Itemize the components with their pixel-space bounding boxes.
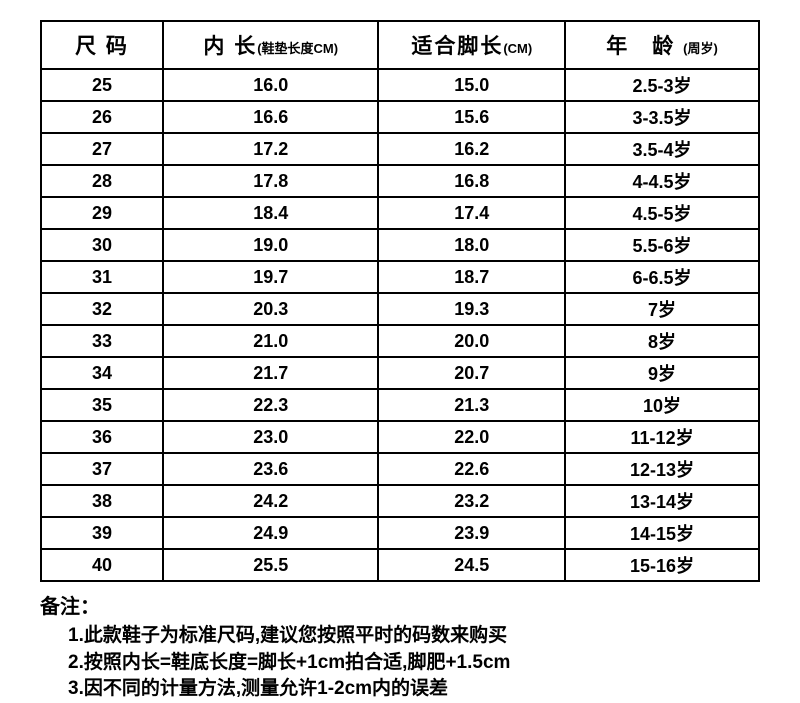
notes-section: 备注： 1.此款鞋子为标准尺码,建议您按照平时的码数来购买2.按照内长=鞋底长度… (40, 590, 760, 703)
cell-foot: 18.7 (378, 261, 565, 293)
cell-size: 37 (41, 453, 163, 485)
cell-inner: 23.6 (163, 453, 378, 485)
cell-inner: 21.7 (163, 357, 378, 389)
cell-foot: 23.2 (378, 485, 565, 517)
cell-inner: 16.6 (163, 101, 378, 133)
table-row: 4025.524.515-16岁 (41, 549, 759, 581)
cell-age: 3.5-4岁 (565, 133, 759, 165)
notes-title: 备注： (40, 590, 760, 619)
cell-age: 12-13岁 (565, 453, 759, 485)
cell-age: 11-12岁 (565, 421, 759, 453)
table-row: 2918.417.44.5-5岁 (41, 197, 759, 229)
cell-age: 13-14岁 (565, 485, 759, 517)
cell-age: 3-3.5岁 (565, 101, 759, 133)
table-row: 2717.216.23.5-4岁 (41, 133, 759, 165)
cell-inner: 17.2 (163, 133, 378, 165)
cell-size: 32 (41, 293, 163, 325)
cell-inner: 19.7 (163, 261, 378, 293)
cell-size: 33 (41, 325, 163, 357)
table-row: 3924.923.914-15岁 (41, 517, 759, 549)
table-row: 3824.223.213-14岁 (41, 485, 759, 517)
table-row: 3019.018.05.5-6岁 (41, 229, 759, 261)
cell-foot: 23.9 (378, 517, 565, 549)
cell-age: 14-15岁 (565, 517, 759, 549)
cell-foot: 20.0 (378, 325, 565, 357)
cell-foot: 21.3 (378, 389, 565, 421)
cell-age: 2.5-3岁 (565, 69, 759, 101)
size-chart-table: 尺 码 内 长(鞋垫长度CM) 适合脚长(CM) 年 龄 (周岁) 2516.0… (40, 20, 760, 582)
note-item: 3.因不同的计量方法,测量允许1-2cm内的误差 (68, 676, 760, 703)
cell-size: 27 (41, 133, 163, 165)
table-header-row: 尺 码 内 长(鞋垫长度CM) 适合脚长(CM) 年 龄 (周岁) (41, 21, 759, 69)
cell-size: 25 (41, 69, 163, 101)
note-item: 1.此款鞋子为标准尺码,建议您按照平时的码数来购买 (68, 623, 760, 650)
table-row: 2516.015.02.5-3岁 (41, 69, 759, 101)
cell-foot: 20.7 (378, 357, 565, 389)
cell-inner: 18.4 (163, 197, 378, 229)
cell-size: 38 (41, 485, 163, 517)
header-size: 尺 码 (41, 21, 163, 69)
table-row: 2817.816.84-4.5岁 (41, 165, 759, 197)
cell-foot: 16.8 (378, 165, 565, 197)
header-age: 年 龄 (周岁) (565, 21, 759, 69)
cell-inner: 16.0 (163, 69, 378, 101)
cell-size: 40 (41, 549, 163, 581)
header-foot: 适合脚长(CM) (378, 21, 565, 69)
cell-size: 34 (41, 357, 163, 389)
cell-foot: 22.0 (378, 421, 565, 453)
table-row: 3119.718.76-6.5岁 (41, 261, 759, 293)
table-row: 3321.020.08岁 (41, 325, 759, 357)
header-inner: 内 长(鞋垫长度CM) (163, 21, 378, 69)
cell-size: 29 (41, 197, 163, 229)
cell-age: 9岁 (565, 357, 759, 389)
note-item: 2.按照内长=鞋底长度=脚长+1cm拍合适,脚肥+1.5cm (68, 650, 760, 677)
cell-size: 35 (41, 389, 163, 421)
cell-inner: 24.9 (163, 517, 378, 549)
cell-inner: 19.0 (163, 229, 378, 261)
cell-size: 26 (41, 101, 163, 133)
notes-list: 1.此款鞋子为标准尺码,建议您按照平时的码数来购买2.按照内长=鞋底长度=脚长+… (68, 623, 760, 703)
cell-inner: 17.8 (163, 165, 378, 197)
cell-inner: 20.3 (163, 293, 378, 325)
table-row: 3723.622.612-13岁 (41, 453, 759, 485)
cell-inner: 25.5 (163, 549, 378, 581)
cell-foot: 15.6 (378, 101, 565, 133)
table-row: 3522.321.310岁 (41, 389, 759, 421)
cell-foot: 16.2 (378, 133, 565, 165)
cell-age: 6-6.5岁 (565, 261, 759, 293)
cell-foot: 24.5 (378, 549, 565, 581)
cell-age: 10岁 (565, 389, 759, 421)
cell-inner: 22.3 (163, 389, 378, 421)
cell-foot: 22.6 (378, 453, 565, 485)
table-row: 2616.615.63-3.5岁 (41, 101, 759, 133)
cell-age: 4.5-5岁 (565, 197, 759, 229)
cell-size: 36 (41, 421, 163, 453)
cell-inner: 23.0 (163, 421, 378, 453)
cell-size: 28 (41, 165, 163, 197)
table-row: 3623.022.011-12岁 (41, 421, 759, 453)
table-row: 3220.319.37岁 (41, 293, 759, 325)
cell-age: 15-16岁 (565, 549, 759, 581)
cell-size: 30 (41, 229, 163, 261)
cell-inner: 21.0 (163, 325, 378, 357)
table-row: 3421.720.79岁 (41, 357, 759, 389)
cell-age: 4-4.5岁 (565, 165, 759, 197)
cell-foot: 18.0 (378, 229, 565, 261)
cell-foot: 17.4 (378, 197, 565, 229)
cell-foot: 19.3 (378, 293, 565, 325)
cell-age: 7岁 (565, 293, 759, 325)
cell-age: 5.5-6岁 (565, 229, 759, 261)
cell-foot: 15.0 (378, 69, 565, 101)
cell-age: 8岁 (565, 325, 759, 357)
cell-size: 31 (41, 261, 163, 293)
cell-size: 39 (41, 517, 163, 549)
cell-inner: 24.2 (163, 485, 378, 517)
